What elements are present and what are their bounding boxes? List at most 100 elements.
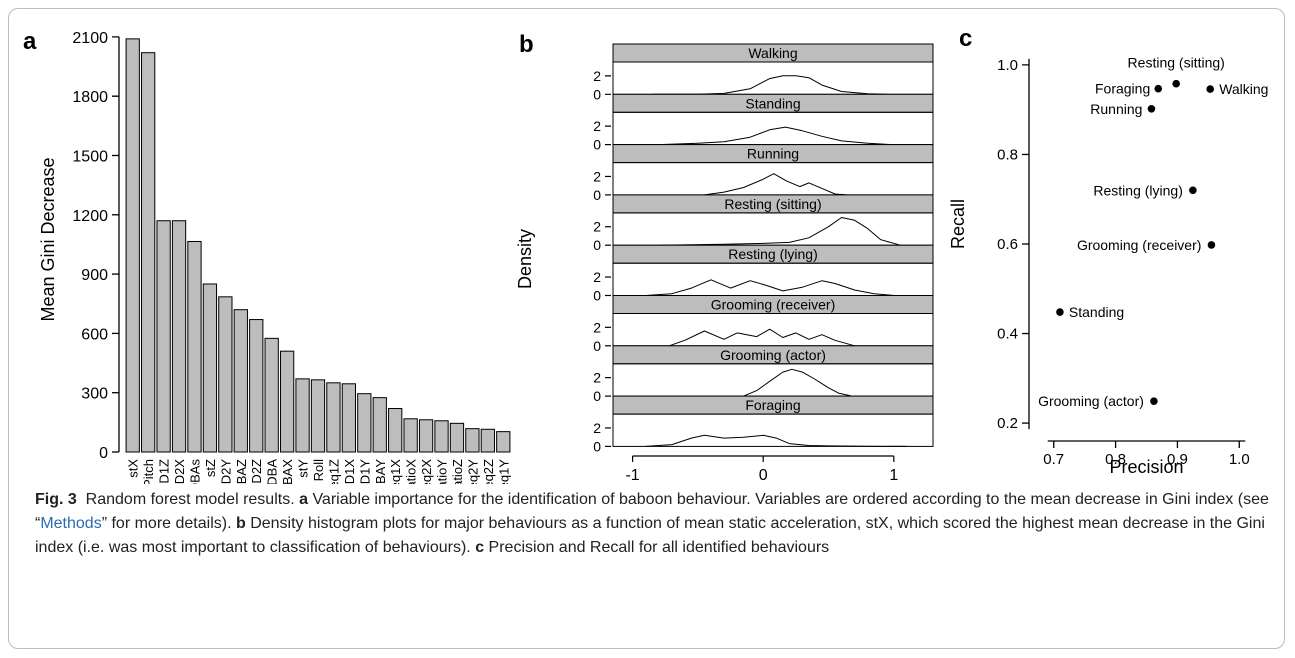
bar-psd2z: [249, 319, 264, 453]
y-tick-label-resting-lying-2: 2: [593, 269, 601, 285]
caption-text-1: Random forest model results.: [85, 491, 300, 508]
x-tick-label-pdbaz: PDBAZ: [234, 459, 249, 484]
density-line-running: [704, 173, 847, 196]
plot-box-grooming-actor: [612, 363, 934, 397]
x-tick-label-freq2y: Freq2Y: [465, 459, 480, 484]
point-foraging: [1154, 84, 1163, 93]
x-tick-label-freq1y: Freq1Y: [496, 459, 511, 484]
x-tick-label-pdbax: PDBAX: [280, 459, 295, 484]
bar-vedba: [264, 337, 279, 453]
x-tick-label-pitch: Pitch: [141, 459, 156, 484]
panel-label-c: c: [959, 25, 972, 52]
y-tick-label-0-8: 0.8: [997, 146, 1018, 163]
x-tick-label-stz: stZ: [203, 459, 218, 477]
x-tick-label-0-7: 0.7: [1043, 451, 1064, 468]
x-tick-label-0-9: 0.9: [1167, 451, 1188, 468]
density-line-standing: [658, 126, 892, 146]
caption-panel-a-label: a: [299, 491, 308, 508]
caption-text-3: ” for more details).: [101, 515, 236, 532]
x-axis-title: Precision: [1109, 457, 1183, 477]
y-tick-label-foraging-2: 2: [593, 420, 601, 436]
y-tick-label-0: 0: [99, 445, 108, 462]
x-tick-label-0: 0: [759, 467, 768, 484]
plot-box-grooming-receiver: [612, 313, 934, 347]
strip-label-walking: Walking: [748, 45, 797, 61]
caption-fig-label: Fig. 3: [35, 491, 77, 508]
y-tick-label-walking-0: 0: [593, 86, 601, 102]
x-tick-label-freq2x: Freq2X: [419, 459, 434, 484]
caption-panel-c-label: c: [475, 539, 485, 556]
y-tick-label-600: 600: [81, 326, 108, 343]
x-tick-label-vedbas: VeDBAs: [187, 459, 202, 484]
methods-link[interactable]: Methods: [40, 515, 102, 532]
x-tick-label-freq1z: Freq1Z: [326, 459, 341, 484]
point-label-resting-sitting: Resting (sitting): [1128, 55, 1225, 71]
x-tick-label-ratiox: RatioX: [404, 459, 419, 484]
strip-label-grooming-receiver: Grooming (receiver): [711, 297, 835, 313]
figure-frame: a b c 0 300 600 900 1200 1500 1800 2100 stX Pitch…: [8, 8, 1285, 649]
x-tick-label-vedba: VeDBA: [265, 459, 280, 484]
bar-psd2x: [171, 220, 187, 453]
y-tick-label-walking-2: 2: [593, 68, 601, 84]
bar-sty: [295, 378, 310, 453]
bar-freq1y: [496, 431, 511, 453]
bar-freq1x: [388, 408, 403, 453]
x-tick-label-psd2z: PSD2Z: [249, 459, 264, 484]
panel-c-scatter-plot: 0.2 0.4 0.6 0.8 1.0 0.7 0.8 0.9 1.0 Precision Reca…: [948, 55, 1268, 477]
bar-psd1x: [341, 383, 357, 453]
y-tick-label-standing-2: 2: [593, 118, 601, 134]
plot-box-running: [612, 162, 934, 196]
x-tick-label-psd2y: PSD2Y: [218, 459, 233, 484]
y-tick-label-grooming-receiver-0: 0: [593, 338, 601, 354]
y-tick-label-standing-0: 0: [593, 137, 601, 153]
y-tick-label-resting-sitting-2: 2: [593, 219, 601, 235]
point-label-grooming-receiver: Grooming (receiver): [1077, 237, 1201, 253]
x-tick-label-stx: stX: [126, 459, 141, 478]
density-line-resting-lying: [645, 279, 894, 296]
caption-panel-b-label: b: [235, 515, 246, 532]
x-tick-label--1: -1: [625, 467, 639, 484]
y-axis-title: Mean Gini Decrease: [38, 157, 58, 321]
y-tick-label-0-6: 0.6: [997, 236, 1018, 253]
point-grooming-receiver: [1207, 241, 1216, 249]
point-label-grooming-actor: Grooming (actor): [1038, 393, 1144, 409]
strip-label-grooming-actor: Grooming (actor): [720, 347, 826, 363]
caption-text-4: Density histogram plots for major behavi…: [35, 515, 1265, 556]
plot-box-resting-lying: [612, 262, 934, 296]
x-tick-label-pdbay: PDBAY: [373, 459, 388, 484]
x-tick-label-psd1x: PSD1X: [342, 459, 357, 484]
caption-text-2: Variable importance for the identificati…: [35, 491, 1269, 532]
y-tick-label-1500: 1500: [72, 148, 108, 165]
y-tick-label-grooming-actor-2: 2: [593, 370, 601, 386]
bar-freq2y: [465, 428, 480, 453]
point-label-resting-lying: Resting (lying): [1093, 182, 1182, 198]
point-label-running: Running: [1090, 101, 1142, 117]
bar-psd1y: [357, 393, 372, 453]
density-line-foraging: [645, 434, 907, 447]
point-resting-lying: [1189, 186, 1197, 195]
y-tick-label-running-0: 0: [593, 187, 601, 203]
bar-ratioz: [449, 422, 465, 453]
bar-freq2x: [418, 419, 434, 453]
point-running: [1147, 104, 1156, 113]
y-tick-label-900: 900: [81, 267, 108, 284]
x-tick-label-sty: stY: [296, 459, 311, 478]
density-line-resting-sitting: [658, 217, 901, 246]
y-tick-label-0-2: 0.2: [997, 415, 1018, 432]
x-tick-label-ratioy: RatioY: [435, 459, 450, 484]
strip-label-resting-lying: Resting (lying): [728, 246, 817, 262]
plot-box-standing: [612, 111, 934, 146]
y-tick-label-2100: 2100: [72, 30, 108, 47]
x-tick-label-psd1z: PSD1Z: [157, 459, 172, 484]
x-tick-label-1: 1.0: [1229, 451, 1250, 468]
density-line-walking: [652, 75, 888, 95]
y-tick-label-foraging-0: 0: [593, 438, 601, 454]
bar-stx: [125, 38, 140, 453]
strip-label-running: Running: [747, 146, 799, 162]
point-label-standing: Standing: [1069, 304, 1124, 320]
bar-ratioy: [434, 420, 449, 453]
x-tick-label-0-8: 0.8: [1105, 451, 1126, 468]
x-tick-label-roll: Roll: [311, 459, 326, 482]
